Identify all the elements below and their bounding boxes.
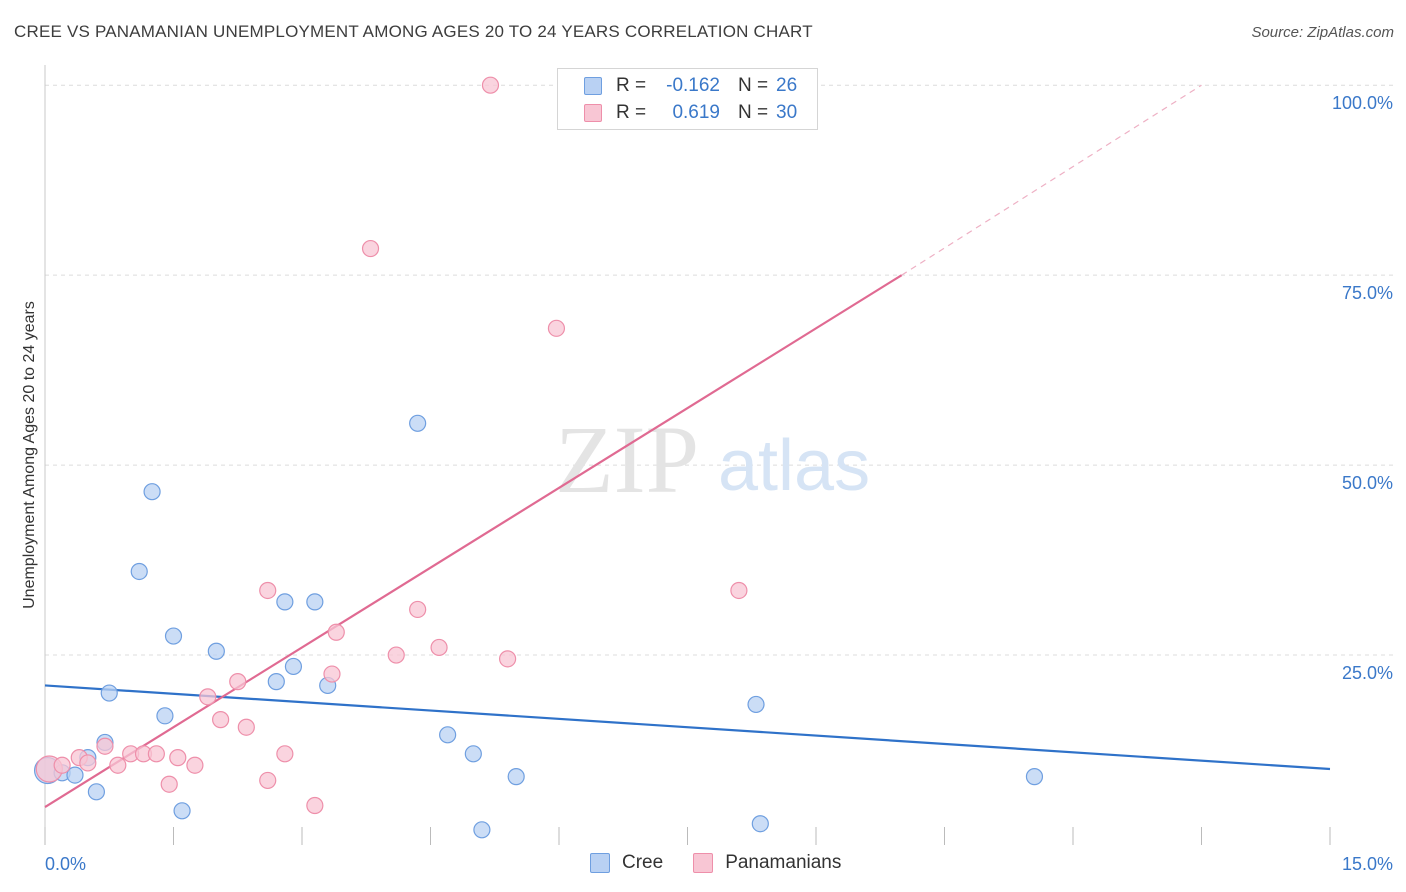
cree-point [130,562,148,581]
chart-title: CREE VS PANAMANIAN UNEMPLOYMENT AMONG AG… [14,22,813,41]
panamanians-point [199,688,217,706]
cree-point [1025,768,1044,786]
cree-point [87,783,106,801]
panamanians-point [212,711,230,729]
trend-extension-panamanians [901,84,1202,276]
panamanians-point [229,673,247,691]
panamanians-point [547,319,566,337]
r-value: -0.162 [666,75,720,96]
r-label: R = [616,75,647,96]
cree-point [751,815,769,833]
source-label: Source: ZipAtlas.com [1251,24,1394,41]
watermark-zip: ZIP [555,406,699,513]
legend-row-cree: R = -0.162 N = 26 [584,73,797,99]
panamanians-point [259,581,277,600]
panamanians-point [186,756,204,774]
cree-point [207,642,225,660]
panamanians-point [79,754,97,772]
panamanians-point [323,665,341,683]
panamanians-point [499,650,517,668]
cree-point [747,695,765,714]
cree-point [164,627,183,645]
watermark: ZIP atlas [555,406,870,513]
n-value: 26 [776,75,798,96]
cree-point [284,657,303,676]
gridlines [45,84,1395,656]
panamanians-point [169,749,187,767]
panamanians-point [327,623,345,641]
panamanians-point [96,737,114,755]
cree-point [464,745,482,763]
panamanians-point [481,76,500,94]
cree-point [507,768,525,786]
cree-point [143,483,161,501]
trend-lines [44,84,1331,808]
y-tick-label: 25.0% [1342,663,1393,683]
y-tick-label: 100.0% [1332,93,1393,113]
cree-point [473,821,491,839]
panamanians-point [237,718,255,736]
r-value: 0.619 [672,102,720,123]
n-label: N = [738,102,769,123]
panamanians-point [276,745,294,763]
panamanians-point [430,638,448,657]
axes [44,65,1331,845]
legend-label: Panamanians [725,852,842,873]
legend-row-panamanians: R = 0.619 N = 30 [584,100,797,126]
trend-line-cree [44,684,1331,771]
legend-item-cree[interactable]: Cree [590,852,663,874]
legend-label: Cree [622,852,664,873]
panamanians-point [109,756,127,774]
cree-swatch [590,853,610,873]
cree-point [267,673,285,691]
cree-point [173,802,191,820]
y-tick-label: 50.0% [1342,473,1393,493]
legend-item-panamanians[interactable]: Panamanians [693,852,841,874]
y-axis-label: Unemployment Among Ages 20 to 24 years [21,301,38,609]
panamanians-swatch [693,853,714,873]
cree-point [66,766,84,784]
panamanians-point [730,581,748,600]
panamanians-point [53,756,71,774]
x-tick-label: 15.0% [1342,854,1393,874]
panamanians-point [259,771,277,790]
trend-line-panamanians [44,274,903,808]
data-points [33,76,1044,839]
panamanians-point [160,775,178,793]
panamanians-point [306,796,324,815]
cree-point [409,414,427,432]
series-legend: Cree Panamanians [590,852,871,874]
panamanians-swatch [584,104,602,122]
x-tick-label: 0.0% [45,854,86,874]
y-tick-label: 75.0% [1342,283,1393,303]
panamanians-point [147,745,165,763]
r-label: R = [616,102,647,123]
tick-labels: 25.0% 50.0% 75.0% 100.0% 0.0% 15.0% [45,93,1393,874]
panamanians-point [409,600,427,619]
n-label: N = [738,75,769,96]
panamanians-point [387,646,405,664]
cree-swatch [584,77,602,95]
cree-point [439,726,457,744]
watermark-atlas: atlas [718,426,870,506]
correlation-legend: R = -0.162 N = 26 R = 0.619 N = 30 [557,68,818,130]
cree-point [100,684,118,702]
cree-point [276,593,294,611]
n-value: 30 [776,102,798,123]
cree-point [156,707,174,725]
panamanians-point [361,239,380,258]
cree-point [306,593,324,611]
